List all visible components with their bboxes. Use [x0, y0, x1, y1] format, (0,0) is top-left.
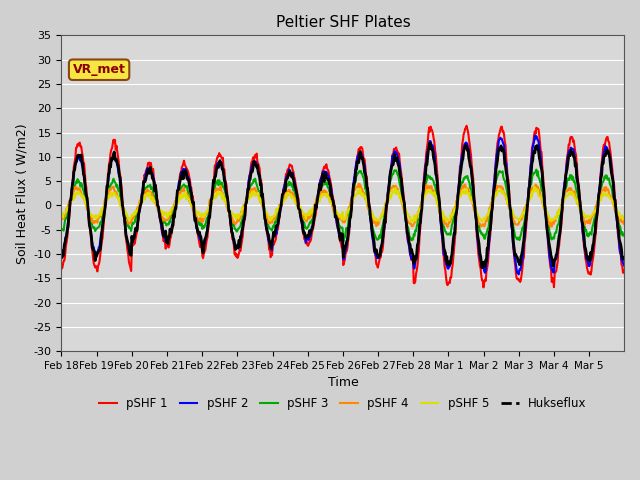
pSHF 3: [433, 194, 441, 200]
pSHF 5: [401, 206, 409, 212]
Hukseflux: [478, 265, 486, 271]
Line: Hukseflux: Hukseflux: [61, 143, 625, 268]
pSHF 3: [58, 226, 65, 232]
pSHF 2: [227, 222, 235, 228]
pSHF 2: [255, 173, 262, 179]
X-axis label: Time: Time: [328, 376, 358, 389]
pSHF 5: [621, 215, 628, 221]
pSHF 3: [402, 214, 410, 219]
Title: Peltier SHF Plates: Peltier SHF Plates: [276, 15, 410, 30]
pSHF 4: [255, 193, 262, 199]
pSHF 1: [227, 224, 235, 229]
pSHF 4: [355, 181, 362, 187]
pSHF 1: [463, 123, 470, 129]
Legend: pSHF 1, pSHF 2, pSHF 3, pSHF 4, pSHF 5, Hukseflux: pSHF 1, pSHF 2, pSHF 3, pSHF 4, pSHF 5, …: [94, 392, 591, 415]
pSHF 3: [255, 188, 262, 194]
pSHF 5: [433, 199, 441, 204]
pSHF 2: [515, 272, 523, 277]
pSHF 3: [339, 239, 347, 245]
pSHF 2: [58, 252, 65, 258]
pSHF 4: [227, 215, 235, 220]
Hukseflux: [255, 171, 262, 177]
pSHF 2: [621, 263, 628, 269]
pSHF 5: [409, 219, 417, 225]
Hukseflux: [401, 208, 409, 214]
pSHF 1: [401, 208, 409, 214]
pSHF 4: [402, 215, 410, 220]
pSHF 2: [124, 240, 131, 246]
pSHF 2: [401, 208, 409, 214]
pSHF 4: [124, 218, 131, 224]
Hukseflux: [433, 180, 441, 186]
pSHF 3: [532, 167, 540, 172]
Hukseflux: [227, 223, 235, 228]
pSHF 5: [255, 195, 262, 201]
pSHF 1: [479, 285, 487, 290]
pSHF 4: [58, 216, 65, 222]
Y-axis label: Soil Heat Flux ( W/m2): Soil Heat Flux ( W/m2): [15, 123, 28, 264]
Line: pSHF 2: pSHF 2: [61, 136, 625, 275]
pSHF 3: [227, 216, 235, 221]
pSHF 3: [276, 205, 284, 211]
Hukseflux: [426, 140, 434, 146]
Line: pSHF 3: pSHF 3: [61, 169, 625, 242]
pSHF 1: [433, 161, 440, 167]
pSHF 2: [276, 209, 284, 215]
pSHF 5: [124, 213, 131, 219]
Hukseflux: [124, 239, 131, 244]
pSHF 2: [531, 133, 539, 139]
pSHF 1: [58, 265, 65, 271]
Line: pSHF 1: pSHF 1: [61, 126, 625, 288]
pSHF 4: [444, 224, 451, 230]
pSHF 5: [531, 183, 538, 189]
pSHF 5: [58, 214, 65, 220]
pSHF 4: [276, 202, 284, 208]
pSHF 1: [276, 209, 284, 215]
Hukseflux: [621, 255, 628, 261]
pSHF 1: [255, 163, 262, 169]
Line: pSHF 5: pSHF 5: [61, 186, 625, 222]
pSHF 4: [433, 200, 441, 205]
pSHF 3: [621, 231, 628, 237]
pSHF 1: [621, 267, 628, 273]
Hukseflux: [58, 255, 65, 261]
pSHF 2: [433, 172, 440, 178]
Text: VR_met: VR_met: [73, 63, 125, 76]
pSHF 4: [621, 216, 628, 222]
Line: pSHF 4: pSHF 4: [61, 184, 625, 227]
pSHF 3: [124, 223, 131, 228]
pSHF 1: [124, 248, 131, 253]
Hukseflux: [276, 206, 284, 212]
pSHF 5: [227, 211, 235, 217]
pSHF 5: [276, 203, 284, 209]
